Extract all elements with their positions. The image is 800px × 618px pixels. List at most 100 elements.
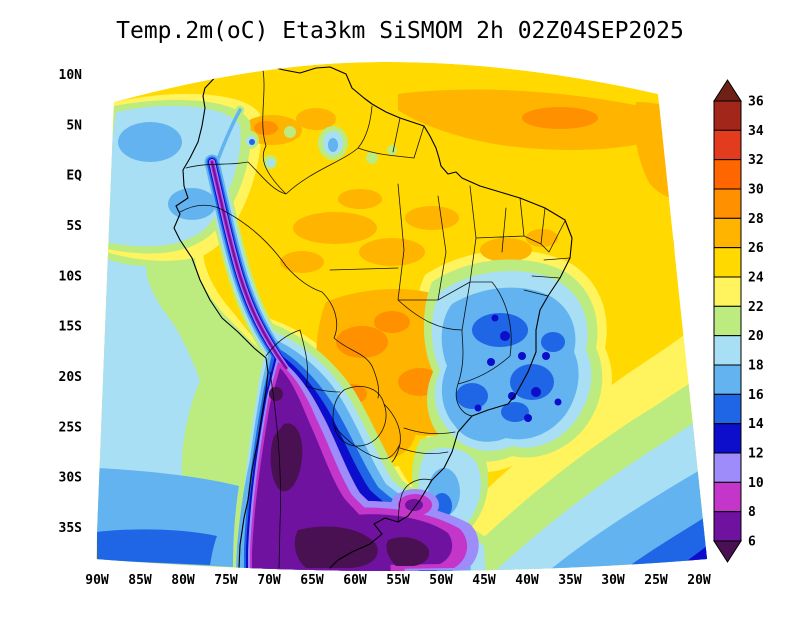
- lat-label: 30S: [59, 471, 83, 486]
- colorbar-tick-label: 36: [748, 95, 764, 110]
- lon-label: 65W: [300, 573, 324, 588]
- colorbar: 36 34 32 30 28 26 24 22 20 18 16 14 12 10 8 6: [713, 79, 764, 563]
- temp-field-region: [366, 152, 378, 164]
- latitude-axis-labels: 10N 5N EQ 5S 10S 15S 20S 25S 30S 35S: [59, 68, 83, 536]
- colorbar-swatch: [713, 129, 742, 161]
- lat-label: 25S: [59, 420, 83, 435]
- temp-field-region: [97, 529, 217, 565]
- colorbar-swatch: [713, 276, 742, 307]
- lon-label: 45W: [472, 573, 496, 588]
- lon-label: 85W: [128, 573, 152, 588]
- temp-field-region: [294, 526, 378, 568]
- colorbar-tick-label: 24: [748, 270, 764, 285]
- temp-field-region: [267, 159, 275, 167]
- temp-field-region: [531, 387, 541, 397]
- colorbar-swatch: [713, 159, 742, 190]
- lon-label: 80W: [171, 573, 195, 588]
- temp-field-region: [500, 331, 510, 341]
- colorbar-swatch: [713, 481, 742, 513]
- temp-field-region: [472, 313, 528, 347]
- temp-field-region: [508, 392, 516, 400]
- lat-label: 20S: [59, 370, 83, 385]
- colorbar-swatch: [713, 305, 742, 337]
- colorbar-tick-label: 12: [748, 446, 764, 461]
- lat-label: 10S: [59, 269, 83, 284]
- temp-field-region: [249, 139, 255, 145]
- temp-field-region: [336, 326, 388, 358]
- lon-label: 20W: [687, 573, 711, 588]
- colorbar-swatch: [713, 364, 742, 395]
- temp-field-region: [542, 352, 550, 360]
- temp-field-region: [168, 188, 216, 220]
- lat-label: 5S: [66, 219, 82, 234]
- temp-field-region: [374, 311, 410, 333]
- colorbar-swatch: [713, 100, 742, 131]
- colorbar-tick-label: 22: [748, 300, 764, 315]
- lon-label: 55W: [386, 573, 410, 588]
- lat-label: EQ: [66, 169, 82, 184]
- lon-label: 35W: [558, 573, 582, 588]
- lat-label: 5N: [66, 118, 82, 133]
- temp-field-region: [501, 402, 529, 422]
- temp-field-region: [518, 352, 526, 360]
- temp-field-region: [254, 121, 278, 135]
- temp-field-region: [491, 314, 499, 322]
- temperature-field: [96, 62, 707, 571]
- temp-field-region: [359, 238, 425, 266]
- temp-field-region: [280, 251, 324, 273]
- temp-field-region: [296, 108, 336, 130]
- temp-field-region: [554, 398, 562, 406]
- temp-field-region: [386, 537, 430, 566]
- lon-label: 75W: [214, 573, 238, 588]
- colorbar-tick-label: 26: [748, 241, 764, 256]
- colorbar-bottom-arrow: [713, 540, 742, 563]
- colorbar-swatch: [713, 247, 742, 278]
- colorbar-swatch: [713, 423, 742, 454]
- lon-label: 60W: [343, 573, 367, 588]
- temp-field-region: [456, 383, 488, 409]
- temp-field-region: [293, 212, 377, 244]
- colorbar-tick-label: 6: [748, 534, 756, 549]
- colorbar-tick-label: 32: [748, 153, 764, 168]
- state-borders: [329, 183, 571, 455]
- colorbar-tick-label: 34: [748, 124, 764, 139]
- temp-field-region: [487, 358, 495, 366]
- figure-title: Temp.2m(oC) Eta3km SiSMOM 2h 02Z04SEP202…: [116, 18, 684, 44]
- lon-label: 25W: [644, 573, 668, 588]
- temp-field-region: [480, 238, 532, 262]
- temp-field-region: [284, 126, 296, 138]
- temp-field-region: [524, 414, 532, 422]
- lon-label: 40W: [515, 573, 539, 588]
- colorbar-tick-label: 14: [748, 417, 764, 432]
- lon-label: 30W: [601, 573, 625, 588]
- colorbar-tick-label: 30: [748, 182, 764, 197]
- lat-label: 10N: [59, 68, 83, 83]
- colorbar-swatch: [713, 188, 742, 219]
- colorbar-tick-label: 20: [748, 329, 764, 344]
- colorbar-swatch: [713, 335, 742, 366]
- lat-label: 15S: [59, 320, 83, 335]
- temp-field-region: [270, 423, 303, 492]
- longitude-axis-labels: 90W 85W 80W 75W 70W 65W 60W 55W 50W 45W 40W 35W 30W 2…: [85, 573, 711, 588]
- temp-field-region: [510, 364, 554, 400]
- temp-field-region: [541, 332, 565, 352]
- temp-field-region: [474, 404, 482, 412]
- lat-label: 35S: [59, 521, 83, 536]
- colorbar-tick-label: 18: [748, 358, 764, 373]
- colorbar-swatch: [713, 452, 742, 483]
- colorbar-tick-label: 16: [748, 388, 764, 403]
- temp-field-region: [210, 160, 288, 370]
- lon-label: 90W: [85, 573, 109, 588]
- colorbar-swatch: [713, 393, 742, 425]
- colorbar-tick-label: 28: [748, 212, 764, 227]
- temp-field-region: [387, 145, 397, 155]
- temp-field-region: [269, 387, 283, 401]
- temp-field-region: [405, 206, 459, 230]
- colorbar-tick-label: 8: [748, 505, 756, 520]
- temp-field-region: [328, 138, 338, 152]
- temp-field-region: [405, 499, 423, 511]
- colorbar-swatch: [713, 511, 742, 542]
- colorbar-tick-label: 10: [748, 476, 764, 491]
